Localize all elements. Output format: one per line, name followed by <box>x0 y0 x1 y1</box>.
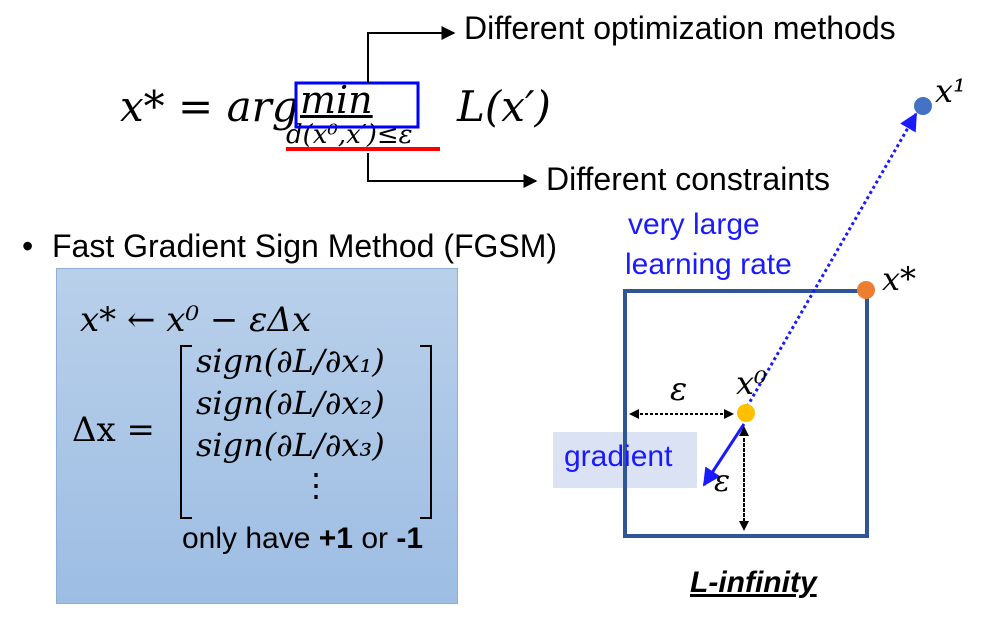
formula-lhs: x* = arg <box>120 82 299 131</box>
matrix-right-bracket <box>420 345 432 519</box>
matrix-row-1: sign(∂L/∂x₁) <box>196 342 385 380</box>
label-epsilon-down: ε <box>714 464 731 499</box>
label-x0: x⁰ <box>736 364 767 402</box>
optimization-connector <box>367 26 456 83</box>
label-epsilon-left: ε <box>670 370 688 408</box>
bullet-fgsm: Fast Gradient Sign Method (FGSM) <box>52 228 558 264</box>
min-highlight-box <box>294 81 420 129</box>
annotation-optimization: Different optimization methods <box>464 10 896 46</box>
label-xstar: x* <box>882 260 917 298</box>
fgsm-note: only have +1 or -1 <box>182 522 423 556</box>
delta-lhs: Δx = <box>72 410 156 450</box>
formula-objective: L(x′) <box>457 82 551 131</box>
l-infinity-square <box>623 289 869 538</box>
point-x1 <box>914 97 932 115</box>
matrix-row-3: sign(∂L/∂x₃) <box>196 426 385 464</box>
fgsm-note-plus: +1 <box>318 522 353 555</box>
point-xstar <box>857 281 875 299</box>
label-learning-rate: learning rate <box>625 248 792 281</box>
diagram-title: L-infinity <box>690 566 817 599</box>
constraints-connector <box>367 153 538 188</box>
label-very-large: very large <box>628 208 760 241</box>
matrix-row-dots: ⋮ <box>300 466 332 504</box>
fgsm-note-prefix: only have <box>182 522 319 555</box>
fgsm-box <box>56 268 458 604</box>
label-gradient: gradient <box>564 440 673 473</box>
matrix-row-2: sign(∂L/∂x₂) <box>196 384 385 422</box>
fgsm-note-minus: -1 <box>396 522 424 555</box>
gradient-arrow <box>702 423 746 487</box>
label-x1: x¹ <box>935 72 966 110</box>
bullet-dot: • <box>22 228 34 264</box>
formula-min: min <box>300 78 373 122</box>
formula-constraint: d(x⁰,x′)≤ε <box>286 120 413 150</box>
annotation-constraints: Different constraints <box>546 161 830 197</box>
fgsm-note-or: or <box>352 522 397 555</box>
matrix-left-bracket <box>180 345 192 519</box>
fgsm-update: x* ← x⁰ − εΔx <box>80 300 312 340</box>
point-x0 <box>737 404 755 422</box>
